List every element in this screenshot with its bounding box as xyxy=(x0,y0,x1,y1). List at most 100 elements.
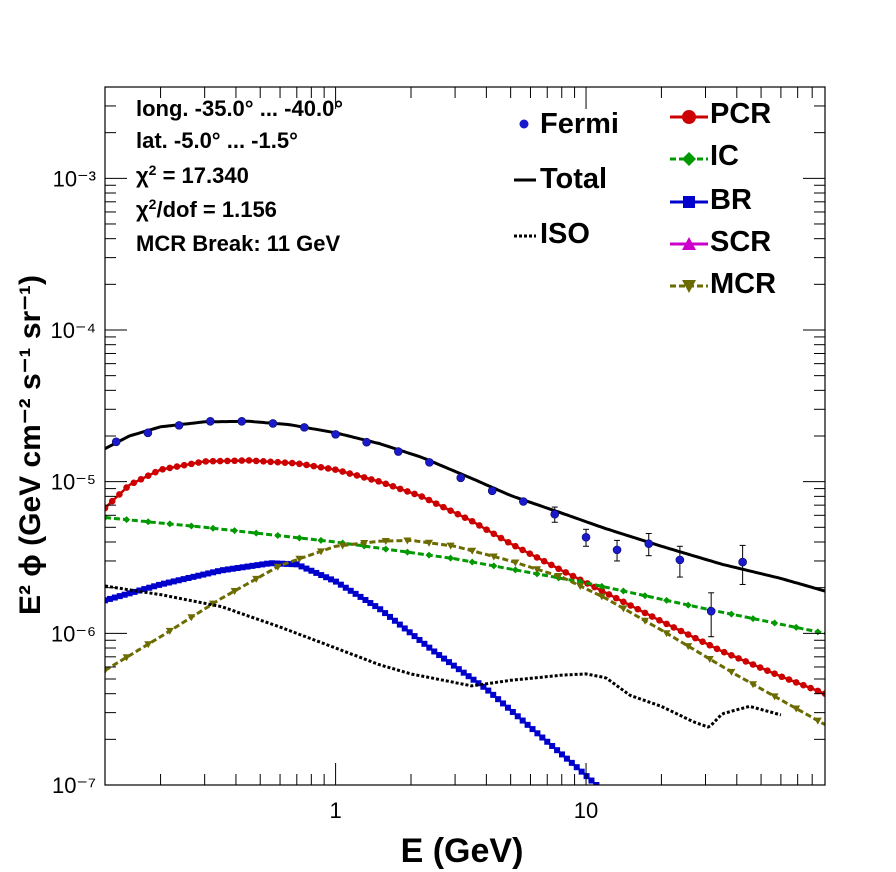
series-pcr-marker xyxy=(252,457,260,465)
fermi-points-layer xyxy=(111,417,747,638)
series-br-marker xyxy=(431,648,438,655)
series-br-marker xyxy=(332,578,339,585)
series-pcr-marker xyxy=(360,474,368,481)
fermi-point xyxy=(237,417,247,426)
series-mcr-marker xyxy=(792,705,801,713)
info-chi2: χ2 = 17.340 xyxy=(136,162,249,187)
series-br-marker xyxy=(509,708,516,715)
series-pcr-marker xyxy=(231,457,238,465)
series-br-marker xyxy=(573,764,580,771)
series-pcr-marker xyxy=(339,468,346,475)
series-pcr-marker xyxy=(281,459,289,466)
series-pcr-marker xyxy=(411,490,418,498)
series-br-marker xyxy=(170,578,177,585)
series-br-marker xyxy=(362,596,369,603)
series-br-marker xyxy=(160,580,167,587)
fermi-point xyxy=(550,509,560,519)
series-ic-marker xyxy=(771,619,779,627)
series-br-marker xyxy=(544,738,551,745)
chi2-superscript: 2 xyxy=(148,162,157,178)
series-br-marker xyxy=(264,560,271,567)
series-br-marker xyxy=(347,587,354,594)
series-total-line xyxy=(105,419,825,593)
series-pcr-marker xyxy=(504,538,512,546)
chi2dof-superscript: 2 xyxy=(148,196,157,212)
series-br-marker xyxy=(273,560,280,567)
series-br-marker xyxy=(323,574,330,581)
series-pcr-marker xyxy=(105,504,109,512)
series-br-marker xyxy=(342,584,349,591)
legend-label-total: Total xyxy=(540,163,608,195)
series-mcr-marker xyxy=(684,643,693,651)
series-pcr-marker xyxy=(800,681,807,689)
series-br-marker xyxy=(387,613,394,620)
series-pcr-marker xyxy=(173,463,181,470)
series-br-marker xyxy=(367,600,374,607)
series-ic-marker xyxy=(123,516,131,524)
series-pcr-marker xyxy=(123,484,130,491)
series-pcr-marker xyxy=(648,613,656,620)
series-br-marker xyxy=(357,593,364,600)
series-pcr-marker xyxy=(627,602,634,609)
series-pcr-marker xyxy=(144,472,152,480)
series-br-marker xyxy=(116,593,123,600)
series-br-marker xyxy=(318,572,325,579)
info-chi2dof: χ2/dof = 1.156 xyxy=(136,196,277,221)
series-pcr-marker xyxy=(238,457,246,464)
fermi-point xyxy=(331,430,340,439)
series-pcr-marker xyxy=(368,476,375,483)
series-ic-marker xyxy=(231,527,239,535)
series-ic-marker xyxy=(252,529,260,537)
series-ic-marker xyxy=(144,518,152,526)
series-ic-marker xyxy=(684,601,692,609)
series-pcr-marker xyxy=(656,616,663,624)
series-pcr-marker xyxy=(188,460,195,468)
series-br-marker xyxy=(495,696,502,703)
series-br-marker xyxy=(229,565,236,572)
series-mcr-marker xyxy=(705,656,714,664)
y-tick-label: 10⁻³ xyxy=(53,166,96,191)
series-ic-marker xyxy=(403,548,411,556)
series-mcr-marker xyxy=(446,542,455,550)
fermi-point xyxy=(738,557,747,567)
legend-label-mcr: MCR xyxy=(710,268,777,300)
series-pcr-marker xyxy=(483,526,490,533)
series-pcr-marker xyxy=(130,479,138,487)
series-mcr-marker xyxy=(209,600,217,608)
series-pcr-marker xyxy=(425,496,433,504)
y-tick-label: 10⁻⁴ xyxy=(50,318,96,343)
series-pcr-marker xyxy=(490,530,498,538)
series-pcr-marker xyxy=(540,557,548,565)
series-pcr-marker xyxy=(332,466,339,473)
series-pcr-marker xyxy=(706,641,714,649)
series-mcr-marker xyxy=(749,681,757,689)
series-mcr-marker xyxy=(105,667,109,675)
series-mcr-marker xyxy=(381,538,390,546)
series-pcr-marker xyxy=(454,510,462,518)
series-mcr-marker xyxy=(813,717,822,725)
series-br-marker xyxy=(156,581,163,588)
series-ic-marker xyxy=(533,570,541,578)
series-br-marker xyxy=(568,759,575,766)
series-br-marker xyxy=(372,603,379,610)
series-br-marker xyxy=(441,655,448,662)
series-br-marker xyxy=(205,570,212,577)
series-pcr-marker xyxy=(375,478,382,485)
series-br-marker xyxy=(455,666,462,673)
series-pcr-marker xyxy=(310,462,318,470)
series-br-marker xyxy=(524,721,531,728)
series-mcr-marker xyxy=(360,539,369,547)
series-mcr-marker xyxy=(338,542,347,550)
series-pcr-marker xyxy=(317,463,325,471)
series-pcr-marker xyxy=(245,457,253,464)
series-pcr-marker xyxy=(663,620,670,628)
series-pcr-marker xyxy=(267,458,274,466)
y-tick-label: 10⁻⁵ xyxy=(51,470,96,495)
series-br-marker xyxy=(465,673,472,680)
series-mcr-marker xyxy=(597,593,606,601)
series-pcr-marker xyxy=(497,534,505,542)
series-br-marker xyxy=(460,669,467,676)
series-br-marker xyxy=(151,583,158,590)
series-br-marker xyxy=(288,561,295,568)
series-mcr-marker xyxy=(252,575,261,583)
